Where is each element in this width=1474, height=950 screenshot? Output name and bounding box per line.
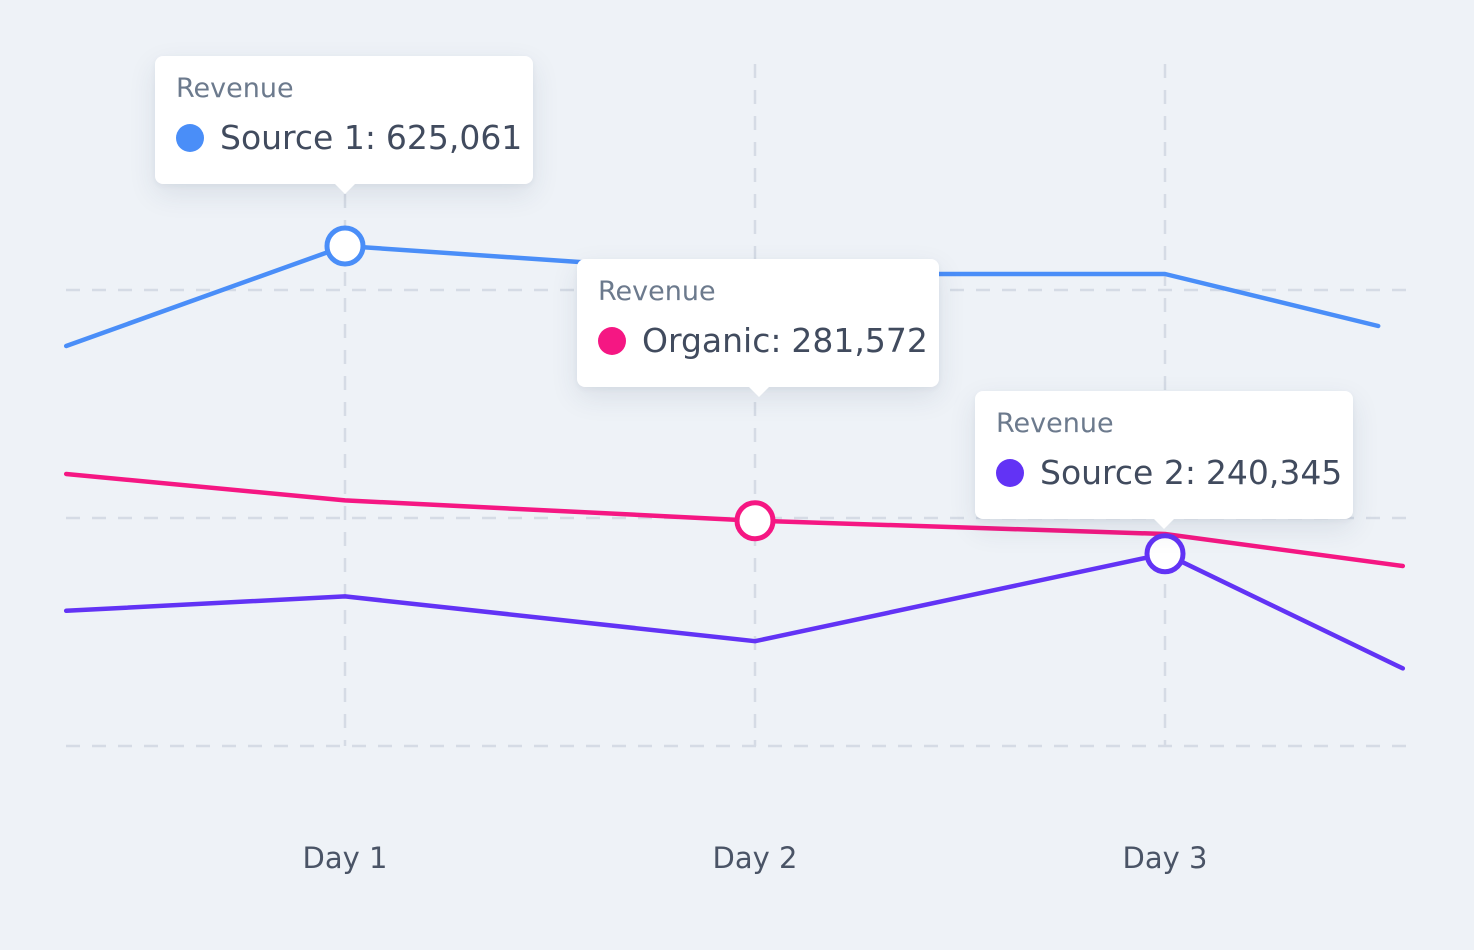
data-point-marker[interactable]: [734, 500, 776, 542]
tooltip-source-2: Revenue Source 2: 240,345: [975, 391, 1353, 529]
x-axis-ticks: Day 1 Day 2 Day 3: [303, 841, 1208, 875]
tooltip-organic: Revenue Organic: 281,572: [577, 259, 939, 397]
series-color-dot: [996, 459, 1024, 487]
tooltip-title: Revenue: [996, 408, 1114, 439]
tooltip-series-label: Source 2:: [1040, 453, 1196, 492]
tooltip-value: 625,061: [385, 118, 523, 157]
x-tick-label: Day 3: [1123, 841, 1208, 875]
tooltip-title: Revenue: [598, 276, 716, 307]
tooltip-value: 240,345: [1205, 453, 1343, 492]
series-color-dot: [176, 124, 204, 152]
tooltip-series-label: Organic:: [642, 321, 782, 360]
tooltip-source-1: Revenue Source 1: 625,061: [155, 56, 533, 194]
tooltip-value: 281,572: [791, 321, 928, 360]
series-color-dot: [598, 327, 626, 355]
tooltip-title: Revenue: [176, 73, 294, 104]
data-point-marker[interactable]: [324, 225, 366, 267]
data-point-marker[interactable]: [1144, 533, 1186, 575]
tooltip-series-label: Source 1:: [220, 118, 376, 157]
x-tick-label: Day 1: [303, 841, 388, 875]
series-line-source-2: [63, 551, 1406, 671]
x-tick-label: Day 2: [713, 841, 798, 875]
chart-highlight-markers: [324, 225, 1186, 575]
